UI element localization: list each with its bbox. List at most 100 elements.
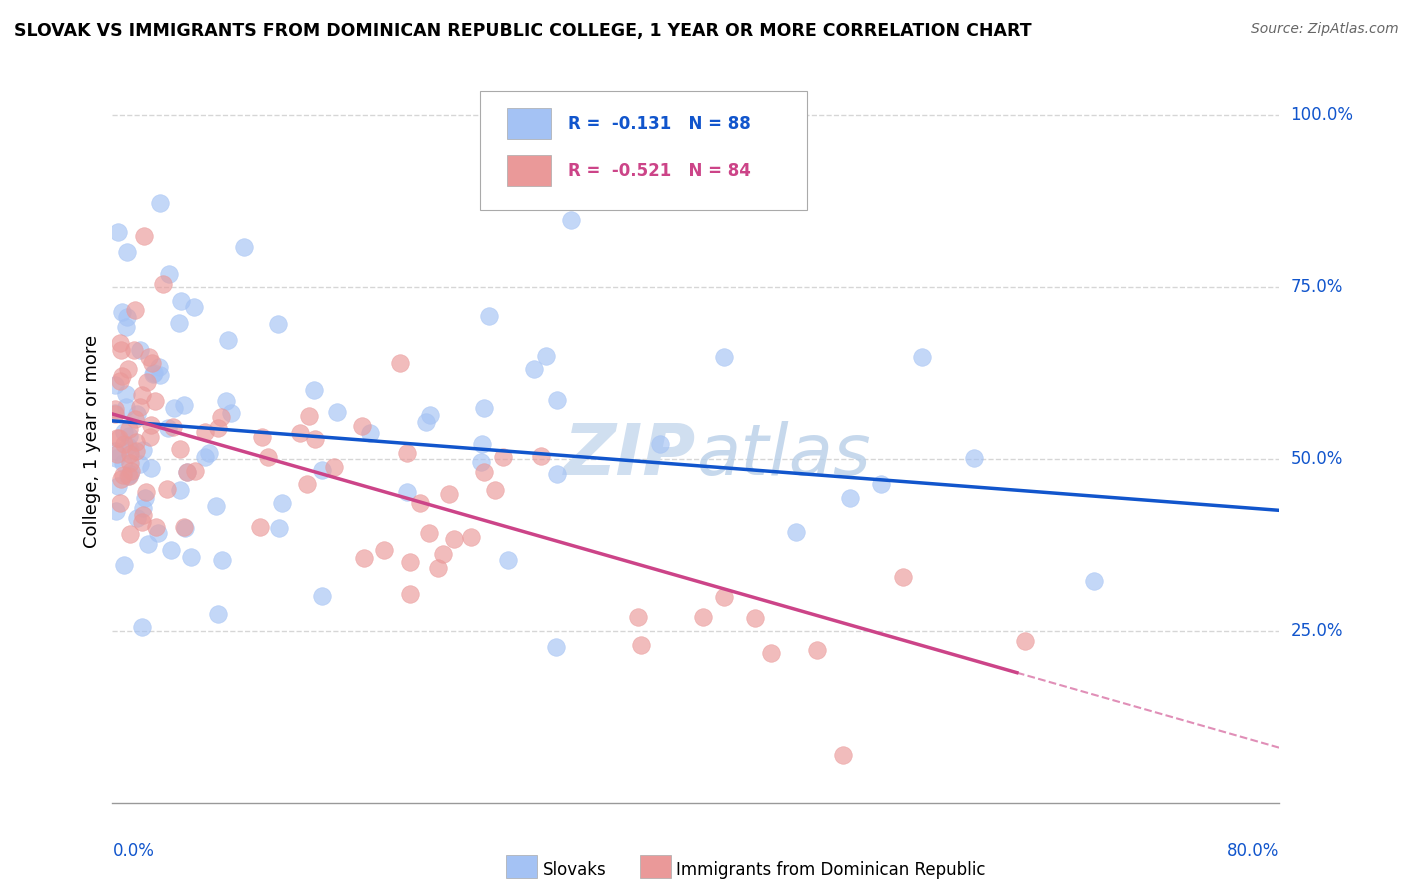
Point [112,436,135,450]
Point [460,530,482,544]
Point [184,464,207,478]
Point [437,487,460,501]
Text: Source: ZipAtlas.com: Source: ZipAtlas.com [1251,22,1399,37]
Point [124,343,146,358]
Point [471,436,494,450]
Point [373,542,395,557]
Point [169,442,191,456]
Point [271,496,294,510]
Point [963,451,986,466]
Point [127,510,149,524]
Point [427,561,450,575]
Point [546,640,568,655]
Point [139,461,162,475]
Point [478,309,501,323]
Point [209,409,232,424]
Point [311,589,333,603]
Point [115,310,138,324]
Point [118,456,141,470]
Point [146,526,169,541]
Text: SLOVAK VS IMMIGRANTS FROM DOMINICAN REPUBLIC COLLEGE, 1 YEAR OR MORE CORRELATION: SLOVAK VS IMMIGRANTS FROM DOMINICAN REPU… [14,22,1032,40]
Point [472,465,495,479]
Point [297,476,319,491]
Point [627,610,650,624]
Point [159,543,181,558]
Point [211,553,233,567]
Point [104,504,127,518]
Point [112,558,135,572]
Point [546,393,568,408]
Point [104,378,127,392]
Point [108,375,131,389]
Point [129,458,152,472]
Point [546,467,568,481]
Text: ZIP: ZIP [564,422,696,491]
Point [136,375,159,389]
Point [125,407,148,421]
Point [207,421,229,435]
Point [759,646,782,660]
Point [269,521,291,535]
Point [108,335,131,350]
Point [104,402,127,417]
Point [207,607,229,621]
Point [141,356,163,370]
Point [560,212,582,227]
Point [353,551,375,566]
Point [183,300,205,314]
Point [152,277,174,292]
Point [117,469,139,483]
FancyBboxPatch shape [508,109,551,139]
Point [157,268,180,282]
Point [443,532,465,546]
Point [249,520,271,534]
Point [174,521,197,535]
Point [105,447,128,461]
Point [134,491,156,505]
Point [104,407,127,421]
Point [120,447,142,461]
Point [472,401,495,416]
Point [492,450,515,464]
Point [692,610,714,624]
Point [398,587,420,601]
Point [257,450,280,465]
Point [125,443,148,458]
Point [298,409,321,423]
Point [648,437,671,451]
Point [290,425,312,440]
Point [167,316,190,330]
Point [142,366,165,380]
Point [204,499,226,513]
Point [105,431,128,445]
Point [111,369,134,384]
Point [131,516,153,530]
Text: 25.0%: 25.0% [1291,622,1343,640]
Text: Immigrants from Dominican Republic: Immigrants from Dominican Republic [676,861,986,879]
Point [112,456,135,470]
Point [136,537,159,551]
Point [129,343,152,358]
FancyBboxPatch shape [479,91,807,211]
Point [194,425,217,439]
Point [132,443,155,458]
Point [110,343,132,357]
Point [120,464,142,478]
Point [131,620,153,634]
Point [806,643,828,657]
Point [114,320,136,334]
Point [304,432,326,446]
Point [118,422,141,436]
Point [323,460,346,475]
Point [523,361,546,376]
Point [114,386,136,401]
Point [395,484,418,499]
Point [142,367,165,381]
Point [162,419,184,434]
Point [194,450,217,465]
Text: 75.0%: 75.0% [1291,277,1343,296]
Point [252,430,274,444]
Point [112,425,135,439]
Point [104,406,127,420]
Point [530,449,553,463]
